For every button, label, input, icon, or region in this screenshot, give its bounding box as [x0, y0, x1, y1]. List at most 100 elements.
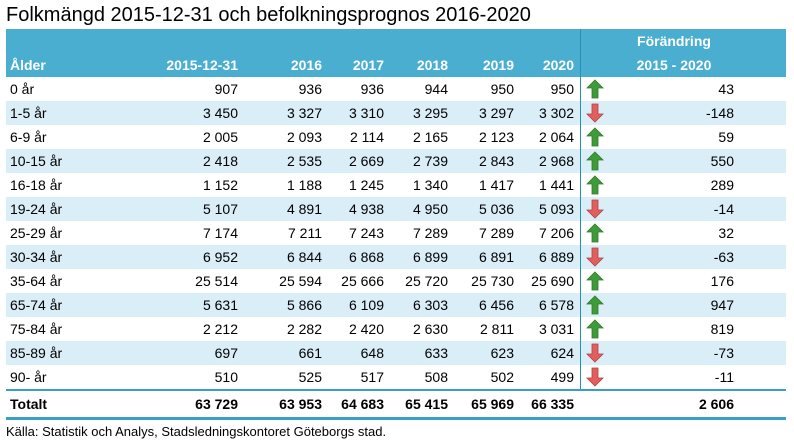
header-2015: 2015-12-31 [166, 57, 238, 73]
value-cell: 6 891 [478, 249, 514, 265]
change-cell: -11 [714, 369, 734, 385]
age-cell: 30-34 år [10, 249, 63, 265]
table-row: 25-29 år 7 174 7 211 7 243 7 289 7 289 7 206 32 [6, 221, 786, 245]
value-cell: 25 730 [471, 273, 514, 289]
value-cell: 2 535 [286, 153, 322, 169]
value-cell: 1 188 [286, 177, 322, 193]
value-cell: 5 866 [286, 297, 322, 313]
change-cell: -63 [713, 249, 734, 265]
header-row-1: Förändring [6, 29, 786, 53]
value-cell: 4 891 [286, 201, 322, 217]
value-cell: 3 302 [538, 105, 574, 121]
header-2018: 2018 [416, 57, 448, 73]
value-cell: 3 031 [538, 321, 574, 337]
change-cell: 550 [710, 153, 734, 169]
value-cell: 6 868 [348, 249, 384, 265]
value-cell: 3 310 [348, 105, 384, 121]
age-cell: 85-89 år [10, 345, 63, 361]
value-cell: 661 [298, 345, 322, 361]
value-cell: 7 174 [202, 225, 238, 241]
value-cell: 2 114 [350, 129, 384, 145]
value-cell: 2 093 [286, 129, 322, 145]
total-row: Totalt 63 729 63 953 64 683 65 415 65 96… [6, 389, 786, 420]
value-cell: 25 690 [531, 273, 574, 289]
value-cell: 510 [214, 369, 238, 385]
value-cell: 5 631 [202, 297, 238, 313]
value-cell: 6 899 [412, 249, 448, 265]
value-cell: 2 811 [480, 321, 514, 337]
total-label: Totalt [10, 396, 48, 412]
value-cell: 936 [298, 81, 322, 97]
change-cell: 32 [718, 225, 734, 241]
value-cell: 517 [360, 369, 384, 385]
value-cell: 2 843 [478, 153, 514, 169]
header-change-range: 2015 - 2020 [636, 57, 712, 73]
change-cell: -73 [713, 345, 734, 361]
value-cell: 648 [360, 345, 384, 361]
value-cell: 5 036 [478, 201, 514, 217]
total-cell: 65 969 [471, 396, 514, 412]
value-cell: 1 441 [538, 177, 574, 193]
value-cell: 6 456 [478, 297, 514, 313]
age-cell: 1-5 år [10, 105, 47, 121]
total-cell: 66 335 [531, 396, 574, 412]
value-cell: 697 [214, 345, 238, 361]
age-cell: 0 år [10, 81, 35, 97]
value-cell: 25 514 [195, 273, 238, 289]
total-cell: 64 683 [341, 396, 384, 412]
value-cell: 623 [490, 345, 514, 361]
value-cell: 3 295 [412, 105, 448, 121]
value-cell: 633 [424, 345, 448, 361]
value-cell: 1 245 [348, 177, 384, 193]
population-table: Förändring Ålder 2015-12-31 2016 2017 20… [6, 29, 786, 420]
value-cell: 2 968 [538, 153, 574, 169]
table-row: 19-24 år 5 107 4 891 4 938 4 950 5 036 5 093 -1… [6, 197, 786, 221]
value-cell: 944 [424, 81, 448, 97]
table-row: 10-15 år 2 418 2 535 2 669 2 739 2 843 2 968 55… [6, 149, 786, 173]
value-cell: 525 [298, 369, 322, 385]
value-cell: 1 152 [202, 177, 238, 193]
value-cell: 25 666 [341, 273, 384, 289]
change-cell: -148 [705, 105, 734, 121]
total-change: 2 606 [698, 396, 734, 412]
age-cell: 65-74 år [10, 297, 63, 313]
value-cell: 499 [550, 369, 574, 385]
value-cell: 4 950 [412, 201, 448, 217]
value-cell: 907 [214, 81, 238, 97]
value-cell: 2 212 [202, 321, 238, 337]
total-cell: 63 729 [195, 396, 238, 412]
header-2019: 2019 [482, 57, 514, 73]
table-row: 1-5 år 3 450 3 327 3 310 3 295 3 297 3 302 -148 [6, 101, 786, 125]
table-title: Folkmängd 2015-12-31 och befolkningsprog… [6, 4, 531, 26]
total-cell: 65 415 [405, 396, 448, 412]
value-cell: 1 340 [412, 177, 448, 193]
value-cell: 2 282 [286, 321, 322, 337]
table-body: 0 år 907 936 936 944 950 950 43 1-5 år 3 450 3 327… [6, 77, 786, 389]
value-cell: 6 578 [538, 297, 574, 313]
age-cell: 35-64 år [10, 273, 63, 289]
table-row: 90- år 510 525 517 508 502 499 -11 [6, 365, 786, 389]
value-cell: 6 109 [348, 297, 384, 313]
age-cell: 75-84 år [10, 321, 63, 337]
value-cell: 6 303 [412, 297, 448, 313]
change-cell: 59 [718, 129, 734, 145]
table-row: 35-64 år 25 514 25 594 25 666 25 720 25 730 25… [6, 269, 786, 293]
value-cell: 7 206 [538, 225, 574, 241]
header-change: Förändring [637, 33, 711, 49]
value-cell: 6 844 [286, 249, 322, 265]
value-cell: 2 165 [412, 129, 448, 145]
age-cell: 6-9 år [10, 129, 47, 145]
value-cell: 950 [490, 81, 514, 97]
age-cell: 25-29 år [10, 225, 63, 241]
table-row: 0 år 907 936 936 944 950 950 43 [6, 77, 786, 101]
header-2020: 2020 [542, 57, 574, 73]
change-cell: 819 [710, 321, 734, 337]
age-cell: 16-18 år [10, 177, 63, 193]
value-cell: 7 243 [348, 225, 384, 241]
value-cell: 950 [550, 81, 574, 97]
value-cell: 7 289 [478, 225, 514, 241]
total-cell: 63 953 [279, 396, 322, 412]
value-cell: 6 952 [202, 249, 238, 265]
value-cell: 5 107 [202, 201, 238, 217]
value-cell: 2 123 [478, 129, 514, 145]
